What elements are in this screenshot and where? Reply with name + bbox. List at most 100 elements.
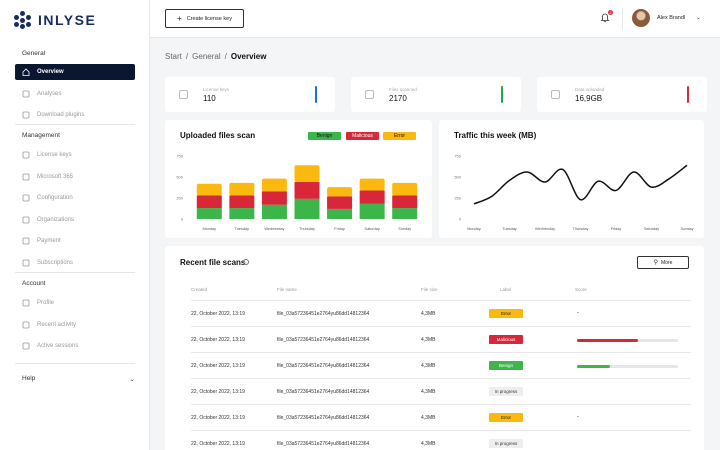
upload-icon [551,90,560,99]
column-header[interactable]: Created [191,287,208,292]
sidebar-item-license-keys[interactable]: License keys [15,147,135,163]
table-row[interactable]: 22, October 2022, 13:19 file_03a57236451… [191,378,691,404]
more-button[interactable]: ⚲ More [637,256,689,269]
stat-card-license-keys[interactable]: License keys 110 [165,77,335,112]
home-icon [22,68,30,76]
table-row[interactable]: 22, October 2022, 13:19 file_03a57236451… [191,430,691,450]
traffic-line[interactable] [473,164,688,205]
sidebar-item-label: Overview [37,69,64,75]
bell-icon[interactable] [600,13,610,23]
bar-error-monday[interactable] [196,183,222,196]
bar-malicious-friday[interactable] [327,196,353,209]
user-name[interactable]: Alex Brandl [657,15,686,21]
activity-icon [22,321,30,329]
column-header[interactable]: Label [500,287,512,292]
bar-error-tuesday[interactable] [229,182,255,196]
plus-icon: + [177,14,182,23]
sidebar-item-organizations[interactable]: Organizations [15,212,135,228]
bar-error-wednesday[interactable] [261,178,287,192]
breadcrumb-current: Overview [230,52,267,61]
cell-file-size: 4,3MB [421,389,436,395]
chevron-down-icon[interactable]: ⌄ [696,15,702,21]
sidebar-item-label: Microsoft 365 [37,173,74,180]
label-badge: In progress [489,387,523,396]
legend-benign[interactable]: Benign [308,132,341,140]
config-icon [22,194,30,202]
sidebar-item-profile[interactable]: Profile [15,295,135,311]
sidebar-item-active-sessions[interactable]: Active sessions [15,338,135,354]
stat-value: 110 [203,94,216,103]
legend-malicious[interactable]: Malicious [346,132,379,140]
x-tick-label: Saturday [365,227,380,231]
table-row[interactable]: 22, October 2022, 13:19 file_03a57236451… [191,326,691,352]
y-tick-label: 0 [459,217,462,222]
bar-benign-saturday[interactable] [359,203,385,219]
bar-malicious-thursday[interactable] [294,182,320,199]
x-tick-label: Wednesday [535,227,555,231]
nav-section-label: General [22,50,46,57]
table-row[interactable]: 22, October 2022, 13:19 file_03a57236451… [191,300,691,326]
sidebar-item-label: Analyses [37,90,62,97]
stat-card-data-uploaded[interactable]: Data uploaded 16,9GB [537,77,707,112]
cell-file-name: file_03a57236451e2764yu86dd14812364 [277,415,370,421]
file-icon [365,90,374,99]
bar-benign-wednesday[interactable] [261,204,287,219]
sidebar-item-overview[interactable]: Overview [15,64,135,80]
create-license-key-button[interactable]: + Create license key [165,9,244,28]
sidebar-item-payment[interactable]: Payment [15,233,135,249]
bar-benign-sunday[interactable] [392,208,418,219]
x-tick-label: Monday [203,227,217,231]
bar-malicious-wednesday[interactable] [261,191,287,205]
bar-error-sunday[interactable] [392,182,418,196]
score-bar [577,339,678,342]
key-icon [179,90,188,99]
breadcrumb-general[interactable]: General [192,52,221,61]
sidebar-item-analyses[interactable]: Analyses [15,86,135,102]
x-tick-label: Thursday [299,227,315,231]
help-toggle[interactable]: Help ⌄ [22,375,135,383]
y-tick-label: 500 [176,175,183,180]
breadcrumb-separator: / [224,52,227,61]
x-tick-label: Thursday [573,227,589,231]
sidebar-item-configuration[interactable]: Configuration [15,190,135,206]
nav-section-label: Account [22,280,46,287]
bar-benign-friday[interactable] [327,208,353,219]
organizations-icon [22,216,30,224]
legend-error[interactable]: Error [383,132,416,140]
bar-error-friday[interactable] [327,187,353,197]
column-header[interactable]: File name [277,287,297,292]
cell-file-size: 4,3MB [421,363,436,369]
avatar[interactable] [632,9,650,27]
stat-label: License keys [203,87,230,92]
label-badge: Error [489,413,523,422]
table-row[interactable]: 22, October 2022, 13:19 file_03a57236451… [191,404,691,430]
y-tick-label: 500 [454,175,461,180]
sidebar-item-download-plugins[interactable]: Download plugins [15,107,135,123]
bar-benign-thursday[interactable] [294,198,320,219]
x-tick-label: Monday [467,227,481,231]
sidebar-item-recent-activity[interactable]: Recent activity [15,317,135,333]
table-row[interactable]: 22, October 2022, 13:19 file_03a57236451… [191,352,691,378]
key-icon [22,151,30,159]
column-header[interactable]: File size [421,287,438,292]
bar-malicious-tuesday[interactable] [229,195,255,209]
bar-error-saturday[interactable] [359,178,385,191]
column-header[interactable]: Score [575,287,587,292]
info-icon[interactable]: i [243,259,249,265]
bar-error-thursday[interactable] [294,165,320,183]
brand-logo[interactable]: INLYSE [14,11,96,29]
sidebar-item-label: Download plugins [37,112,85,118]
sidebar-item-microsoft-365[interactable]: Microsoft 365 [15,169,135,185]
bar-malicious-saturday[interactable] [359,190,385,204]
bar-benign-tuesday[interactable] [229,208,255,219]
stat-card-files-scanned[interactable]: Files scanned 2170 [351,77,521,112]
chart-title: Uploaded files scan [180,131,256,140]
sidebar-item-subscriptions[interactable]: Subscriptions [15,255,135,271]
bar-malicious-sunday[interactable] [392,195,418,209]
bar-benign-monday[interactable] [196,208,222,219]
chart-title: Traffic this week (MB) [454,131,537,140]
bar-malicious-monday[interactable] [196,195,222,209]
breadcrumb-start[interactable]: Start [165,52,182,61]
sidebar-divider [15,124,135,125]
sidebar-item-label: Organizations [37,216,75,223]
